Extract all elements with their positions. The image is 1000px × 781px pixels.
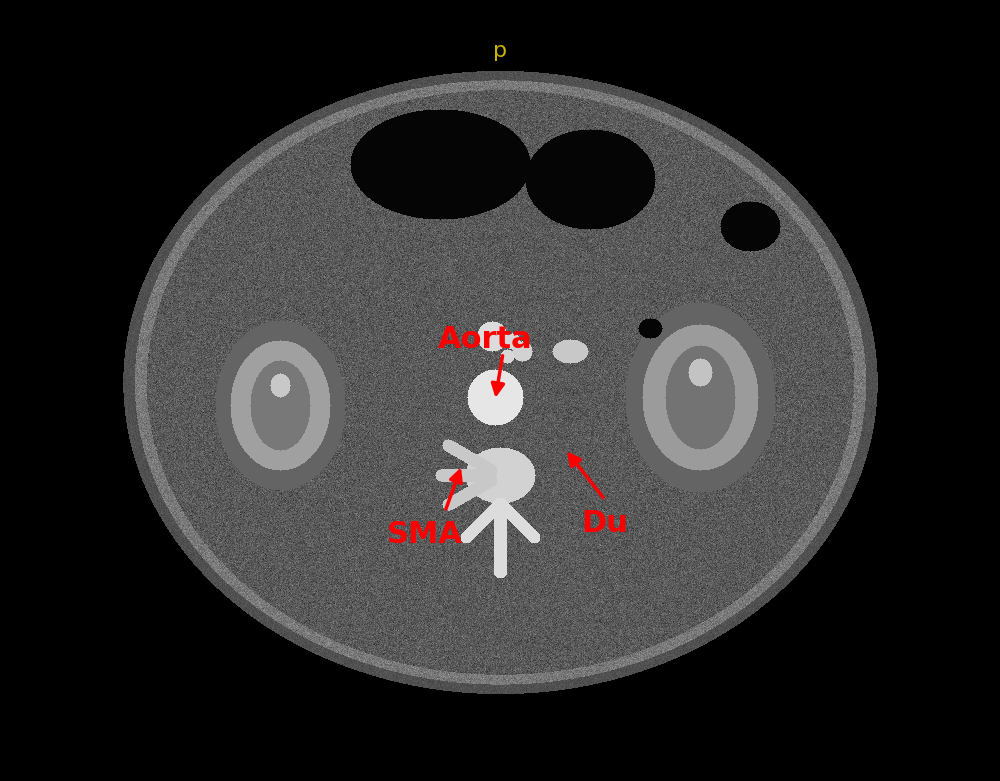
Text: SMA: SMA — [387, 520, 463, 550]
Text: Aorta: Aorta — [438, 325, 532, 355]
Text: p: p — [493, 41, 507, 61]
Text: Du: Du — [582, 508, 628, 538]
